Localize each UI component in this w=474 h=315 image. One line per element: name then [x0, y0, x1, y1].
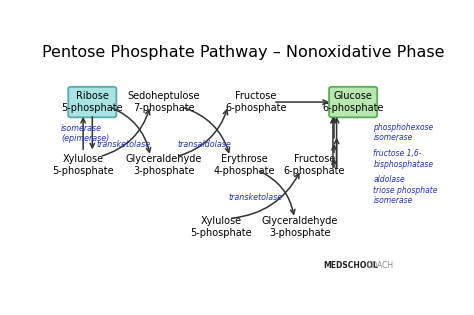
Text: fructose 1,6-
bisphosphatase: fructose 1,6- bisphosphatase [374, 149, 433, 169]
Text: Glyceraldehyde
3-phosphate: Glyceraldehyde 3-phosphate [126, 154, 202, 176]
Text: Sedoheptulose
7-phosphate: Sedoheptulose 7-phosphate [128, 91, 200, 113]
Text: Ribose
5-phosphate: Ribose 5-phosphate [62, 91, 123, 113]
Text: Glyceraldehyde
3-phosphate: Glyceraldehyde 3-phosphate [262, 216, 338, 238]
Text: COACH: COACH [367, 261, 394, 270]
FancyBboxPatch shape [329, 87, 377, 117]
Text: transaldolase: transaldolase [177, 140, 231, 149]
Text: Glucose
6-phosphate: Glucose 6-phosphate [322, 91, 384, 113]
Text: Fructose
6-phosphate: Fructose 6-phosphate [225, 91, 286, 113]
Text: MEDSCHOOL: MEDSCHOOL [324, 261, 379, 270]
Text: isomerase
(epimerase): isomerase (epimerase) [61, 124, 109, 143]
Text: Xylulose
5-phosphate: Xylulose 5-phosphate [52, 154, 114, 176]
Text: transketolase: transketolase [97, 140, 151, 149]
Text: Erythrose
4-phosphate: Erythrose 4-phosphate [214, 154, 275, 176]
Text: Pentose Phosphate Pathway – Nonoxidative Phase: Pentose Phosphate Pathway – Nonoxidative… [42, 45, 444, 60]
Text: aldolase: aldolase [374, 175, 405, 184]
Text: phosphohexose
isomerase: phosphohexose isomerase [374, 123, 434, 142]
Text: triose phosphate
isomerase: triose phosphate isomerase [374, 186, 438, 205]
Text: Xylulose
5-phosphate: Xylulose 5-phosphate [190, 216, 252, 238]
Text: transketolase: transketolase [229, 193, 283, 202]
FancyBboxPatch shape [68, 87, 117, 117]
Text: Fructose
6-phosphate: Fructose 6-phosphate [284, 154, 345, 176]
